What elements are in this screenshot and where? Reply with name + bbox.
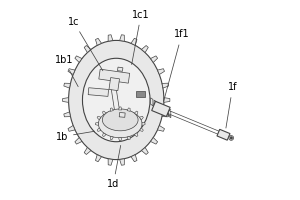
Polygon shape	[118, 138, 122, 141]
Polygon shape	[64, 112, 70, 117]
Text: 1f: 1f	[226, 82, 237, 128]
Polygon shape	[142, 122, 145, 125]
Polygon shape	[84, 147, 91, 154]
Ellipse shape	[98, 110, 142, 138]
Bar	[88, 88, 109, 96]
Text: 1c: 1c	[68, 17, 103, 71]
Polygon shape	[131, 38, 137, 45]
Polygon shape	[165, 107, 167, 115]
Text: 1d: 1d	[107, 145, 121, 189]
Polygon shape	[158, 125, 164, 131]
Polygon shape	[158, 103, 160, 111]
Polygon shape	[97, 128, 101, 131]
Bar	[99, 69, 130, 83]
Polygon shape	[158, 69, 164, 75]
Ellipse shape	[102, 109, 138, 131]
Polygon shape	[68, 69, 75, 75]
Polygon shape	[95, 122, 98, 125]
Polygon shape	[103, 111, 106, 115]
Polygon shape	[110, 108, 113, 111]
Polygon shape	[151, 56, 158, 62]
Polygon shape	[103, 133, 106, 137]
Polygon shape	[63, 98, 69, 102]
Polygon shape	[162, 112, 169, 117]
Text: 1f1: 1f1	[164, 29, 190, 101]
Polygon shape	[142, 46, 148, 53]
Polygon shape	[110, 136, 113, 140]
Polygon shape	[142, 147, 148, 154]
Polygon shape	[75, 138, 82, 144]
Polygon shape	[131, 155, 137, 162]
Polygon shape	[95, 38, 101, 45]
Polygon shape	[140, 116, 143, 120]
Text: 1c1: 1c1	[132, 10, 150, 65]
Polygon shape	[217, 129, 230, 140]
Ellipse shape	[69, 40, 164, 160]
Polygon shape	[127, 108, 130, 111]
Polygon shape	[68, 125, 75, 131]
Polygon shape	[127, 136, 130, 140]
Polygon shape	[84, 46, 91, 53]
Bar	[109, 78, 119, 91]
Polygon shape	[120, 159, 124, 165]
Text: 1b: 1b	[56, 131, 94, 142]
Polygon shape	[95, 155, 101, 162]
Text: 1b1: 1b1	[55, 55, 78, 87]
Polygon shape	[168, 110, 171, 118]
Polygon shape	[134, 133, 138, 137]
Bar	[119, 112, 125, 117]
Polygon shape	[120, 35, 124, 41]
Polygon shape	[152, 101, 170, 117]
Polygon shape	[108, 159, 113, 165]
Ellipse shape	[230, 137, 232, 139]
Polygon shape	[161, 105, 164, 113]
Polygon shape	[162, 83, 169, 88]
Polygon shape	[134, 111, 138, 115]
Polygon shape	[118, 107, 122, 110]
Ellipse shape	[229, 136, 234, 140]
Polygon shape	[140, 128, 143, 131]
Polygon shape	[64, 83, 70, 88]
Bar	[136, 91, 145, 97]
Polygon shape	[75, 56, 82, 62]
Bar	[118, 67, 123, 71]
Polygon shape	[154, 100, 157, 108]
Polygon shape	[164, 98, 170, 102]
Ellipse shape	[82, 58, 150, 142]
Polygon shape	[151, 98, 153, 106]
Polygon shape	[97, 116, 101, 120]
Polygon shape	[108, 35, 113, 41]
Polygon shape	[151, 138, 158, 144]
